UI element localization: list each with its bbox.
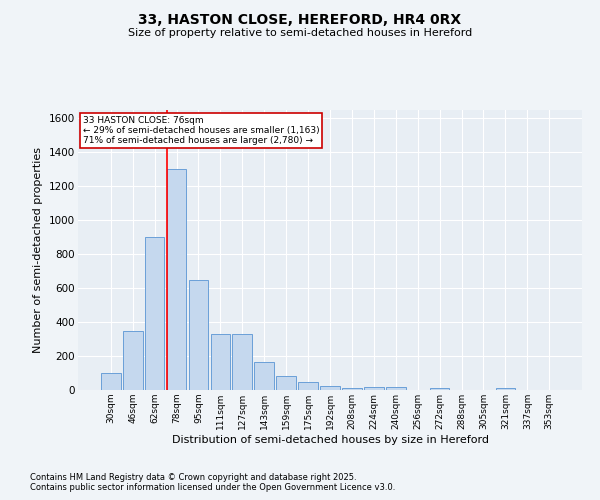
Bar (298, 382, 318, 390)
Text: Contains HM Land Registry data © Crown copyright and database right 2025.: Contains HM Land Registry data © Crown c… (30, 472, 356, 482)
Text: Contains public sector information licensed under the Open Government Licence v3: Contains public sector information licen… (30, 482, 395, 492)
Bar (123, 330, 143, 390)
Bar (188, 280, 208, 390)
Bar (496, 388, 515, 390)
Y-axis label: Number of semi-detached properties: Number of semi-detached properties (34, 147, 43, 353)
Bar (430, 388, 449, 390)
Bar (254, 362, 274, 390)
X-axis label: Distribution of semi-detached houses by size in Hereford: Distribution of semi-detached houses by … (172, 434, 488, 444)
Bar (211, 334, 230, 390)
Bar (386, 388, 406, 390)
Bar (320, 386, 340, 390)
Bar (276, 376, 296, 390)
Text: Size of property relative to semi-detached houses in Hereford: Size of property relative to semi-detach… (128, 28, 472, 38)
Bar (364, 388, 384, 390)
Bar (167, 170, 187, 390)
Bar (145, 238, 164, 390)
Bar (342, 388, 362, 390)
Text: 33, HASTON CLOSE, HEREFORD, HR4 0RX: 33, HASTON CLOSE, HEREFORD, HR4 0RX (139, 12, 461, 26)
Bar (232, 334, 252, 390)
Bar (101, 373, 121, 390)
Text: 33 HASTON CLOSE: 76sqm
← 29% of semi-detached houses are smaller (1,163)
71% of : 33 HASTON CLOSE: 76sqm ← 29% of semi-det… (83, 116, 320, 146)
